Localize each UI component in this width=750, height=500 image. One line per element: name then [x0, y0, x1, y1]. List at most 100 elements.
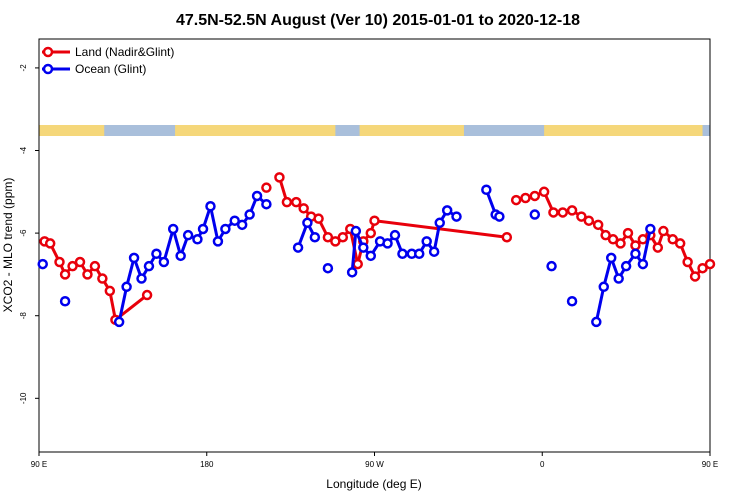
- data-point: [322, 262, 334, 274]
- data-point: [369, 215, 380, 226]
- chart-title: 47.5N-52.5N August (Ver 10) 2015-01-01 t…: [176, 12, 580, 29]
- land-ocean-strip: [39, 125, 710, 136]
- data-point: [229, 215, 240, 226]
- series-segment: [594, 285, 606, 324]
- data-point: [529, 209, 541, 220]
- data-point: [261, 198, 272, 210]
- data-point: [600, 229, 611, 241]
- data-point: [667, 234, 678, 245]
- data-point: [421, 236, 432, 247]
- strip-land-0: [39, 125, 105, 136]
- data-point: [413, 248, 425, 260]
- series-segment: [208, 204, 220, 243]
- y-axis-label: XCO2 - MLO trend (ppm): [1, 178, 15, 313]
- data-point: [59, 296, 71, 307]
- y-tick-label: -6: [19, 229, 28, 237]
- data-point: [557, 207, 569, 218]
- data-point: [689, 271, 701, 282]
- plot-frame: [38, 38, 711, 453]
- series-segment: [373, 219, 509, 239]
- legend: Land (Nadir&Glint) Ocean (Glint): [42, 45, 174, 76]
- data-point: [576, 211, 587, 222]
- y-tick-label: -10: [19, 392, 28, 404]
- data-point: [434, 217, 445, 229]
- data-point: [44, 238, 56, 249]
- data-point: [630, 240, 641, 251]
- data-point: [566, 205, 578, 216]
- data-point: [220, 223, 231, 235]
- data-point: [141, 289, 153, 301]
- y-axis: -2 -4 -6 -8 -10: [19, 64, 39, 404]
- data-point: [97, 273, 108, 284]
- data-point: [251, 190, 263, 202]
- data-point: [620, 260, 632, 272]
- data-point: [136, 273, 147, 284]
- data-point: [598, 281, 610, 293]
- data-point: [313, 213, 324, 224]
- data-point: [658, 225, 669, 237]
- data-point: [397, 248, 408, 260]
- data-point: [74, 256, 86, 268]
- data-point: [302, 217, 313, 229]
- y-tick-label: -4: [19, 146, 28, 154]
- data-point: [674, 238, 686, 249]
- data-point: [274, 172, 285, 183]
- series-segment: [641, 227, 652, 266]
- y-tick-label: -8: [19, 312, 28, 320]
- data-point: [607, 234, 619, 245]
- x-tick-label: 90 E: [702, 460, 718, 469]
- data-point: [182, 229, 194, 241]
- data-point: [451, 211, 462, 222]
- data-point: [591, 316, 602, 328]
- data-point: [529, 190, 541, 202]
- data-point: [197, 223, 209, 235]
- strip-land-3: [544, 125, 703, 136]
- legend-marker-land: [42, 46, 54, 58]
- x-axis: 90 E 180 90 W 0 90 E: [31, 452, 718, 469]
- data-point: [82, 269, 93, 280]
- data-point: [566, 296, 578, 307]
- data-point: [337, 231, 349, 243]
- data-point: [481, 184, 492, 195]
- data-point: [330, 236, 341, 247]
- data-point: [382, 238, 393, 249]
- data-point: [441, 205, 453, 216]
- data-point: [121, 281, 132, 293]
- x-tick-label: 90 E: [31, 460, 47, 469]
- data-point: [704, 258, 716, 270]
- data-point: [244, 209, 255, 220]
- x-tick-label: 180: [200, 460, 214, 469]
- data-point: [546, 260, 557, 272]
- data-point: [630, 248, 641, 260]
- data-point: [350, 225, 362, 237]
- data-point: [212, 236, 224, 247]
- series-segment: [117, 285, 129, 324]
- data-point: [605, 252, 617, 264]
- data-point: [428, 246, 440, 257]
- data-point: [358, 242, 369, 253]
- data-point: [192, 234, 203, 245]
- data-point: [365, 250, 377, 262]
- data-point: [322, 231, 334, 243]
- data-point: [613, 273, 624, 284]
- data-point: [583, 215, 595, 226]
- data-point: [281, 196, 293, 208]
- data-point: [290, 196, 302, 208]
- data-point: [175, 250, 186, 262]
- data-point: [622, 227, 634, 239]
- data-point: [494, 211, 505, 222]
- data-point: [592, 219, 604, 231]
- data-point: [538, 186, 550, 198]
- data-point: [158, 256, 170, 268]
- data-point: [67, 260, 78, 272]
- data-point: [128, 252, 140, 264]
- series-segment: [350, 229, 358, 274]
- data-point: [510, 194, 522, 206]
- series-segment: [162, 227, 175, 264]
- data-point: [645, 223, 656, 235]
- data-point: [298, 203, 309, 214]
- x-tick-label: 0: [540, 460, 545, 469]
- strip-land-1: [175, 125, 336, 136]
- data-point: [652, 242, 664, 253]
- legend-label-land: Land (Nadir&Glint): [75, 45, 174, 59]
